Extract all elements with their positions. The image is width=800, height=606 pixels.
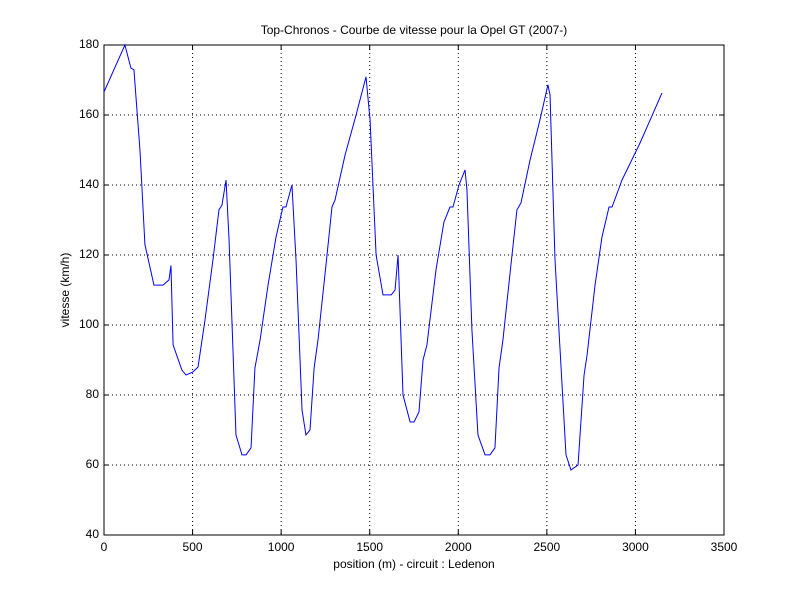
x-axis-label: position (m) - circuit : Ledenon bbox=[333, 557, 494, 571]
y-tick-label: 100 bbox=[79, 317, 99, 331]
y-tick-label: 160 bbox=[79, 107, 99, 121]
y-tick-label: 60 bbox=[86, 457, 100, 471]
x-tick-label: 3500 bbox=[711, 540, 738, 554]
x-tick-label: 2000 bbox=[445, 540, 472, 554]
x-tick-label: 1500 bbox=[356, 540, 383, 554]
y-axis-label: vitesse (km/h) bbox=[58, 253, 72, 328]
y-tick-label: 40 bbox=[86, 527, 100, 541]
x-tick-label: 0 bbox=[101, 540, 108, 554]
x-tick-label: 500 bbox=[183, 540, 203, 554]
y-tick-label: 140 bbox=[79, 177, 99, 191]
y-tick-label: 120 bbox=[79, 247, 99, 261]
y-tick-label: 180 bbox=[79, 37, 99, 51]
x-tick-label: 2500 bbox=[534, 540, 561, 554]
x-tick-label: 1000 bbox=[268, 540, 295, 554]
chart-title: Top-Chronos - Courbe de vitesse pour la … bbox=[261, 23, 568, 37]
plot-frame bbox=[103, 44, 725, 536]
data-line bbox=[103, 43, 663, 471]
y-tick-label: 80 bbox=[86, 387, 100, 401]
x-tick-label: 3000 bbox=[622, 540, 649, 554]
